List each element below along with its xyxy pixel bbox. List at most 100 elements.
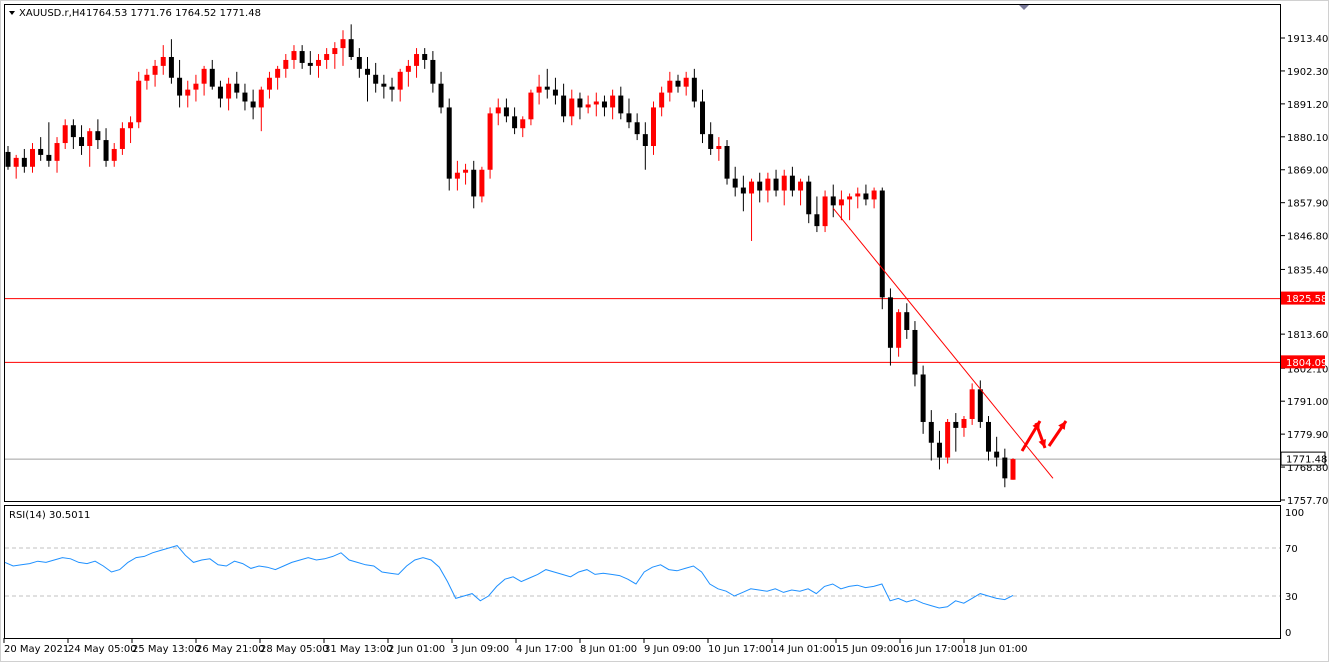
candle-body [87,131,93,147]
candle-body [700,101,706,135]
candle-body [544,86,550,90]
candle-body [446,107,452,179]
chart-shift-marker-icon[interactable] [1019,5,1029,10]
candle-body [495,107,501,114]
candle-body [487,113,493,170]
time-tick-label: 16 Jun 17:00 [900,644,964,655]
candle-body [95,131,101,141]
price-tick-label: 1913.40 [1287,34,1328,45]
up-arrow-2-head-icon [1058,421,1066,430]
candle-body [128,122,134,129]
time-tick-label: 10 Jun 17:00 [708,644,772,655]
price-tick-label: 1880.10 [1287,133,1328,144]
candle-body [945,421,951,458]
candle-body [912,329,918,375]
candle-body [119,128,125,149]
candle-body [667,80,673,93]
candle-body [38,148,44,155]
rsi-line [4,545,1014,609]
candle-body [708,134,714,149]
candle-body [855,193,861,197]
candle-body [250,101,256,108]
candle-body [985,421,991,452]
time-tick-label: 3 Jun 09:00 [452,644,509,655]
candle-body [242,92,248,102]
trendline[interactable] [832,208,1054,479]
candle-body [969,389,975,419]
candle-body [847,196,853,200]
candle-body [144,74,150,81]
candle-body [307,62,313,66]
candle-body [977,389,983,422]
candle-body [503,107,509,117]
price-panel[interactable] [4,4,1281,502]
price-tick-label: 1902.30 [1287,67,1328,78]
price-tick-label: 1835.40 [1287,265,1328,276]
candle-body [234,83,240,93]
candle-body [62,125,68,144]
candle-body [136,80,142,123]
candle-body [217,86,223,99]
candle-body [405,65,411,72]
candle-body [209,68,215,87]
candle-body [691,77,697,102]
candle-body [749,181,755,194]
candle-body [168,56,174,78]
candle-body [806,181,812,215]
user-drawings[interactable] [832,208,1068,479]
candle-body [789,175,795,191]
time-tick-label: 4 Jun 17:00 [516,644,573,655]
candle-body [814,214,820,227]
candle-body [79,137,85,147]
candle-body [283,59,289,69]
candle-body [299,51,305,63]
candle-body [397,71,403,90]
rsi-title: RSI(14) 30.5011 [9,510,90,521]
candle-body [561,95,567,117]
time-tick-label: 18 Jun 01:00 [964,644,1028,655]
time-tick-label: 8 Jun 01:00 [580,644,637,655]
price-tick-label: 1857.90 [1287,199,1328,210]
time-tick-label: 25 May 13:00 [132,644,201,655]
current-price-label: 1771.48 [1286,455,1327,466]
candle-body [438,83,444,108]
candle-body [610,95,616,108]
candle-body [5,151,11,167]
candle-body [585,104,591,108]
candle-body [373,74,379,84]
candle-body [781,175,787,191]
candle-body [601,101,607,108]
candle-body [593,101,599,105]
rsi-tick-label: 0 [1285,628,1291,639]
rsi-panel[interactable] [4,505,1281,639]
rsi-tick-label: 70 [1285,544,1298,555]
candle-body [111,148,117,161]
candle-body [634,122,640,135]
price-tick-label: 1891.20 [1287,100,1328,111]
candle-body [798,181,804,191]
candle-body [536,86,542,93]
candle-body [46,154,52,161]
candle-body [936,442,942,458]
price-tick-label: 1757.70 [1287,496,1328,507]
candle-body [879,190,885,298]
time-tick-label: 20 May 2021 [4,644,69,655]
candle-body [160,56,166,66]
price-tick-label: 1869.00 [1287,166,1328,177]
candle-body [1010,459,1016,480]
candle-body [152,65,158,75]
candle-body [356,56,362,69]
candle-body [528,92,534,120]
collapse-triangle-icon[interactable] [9,11,15,15]
candle-body [479,169,485,197]
horizontal-levels[interactable]: 1825.58 1804.09 1771.48 [5,291,1327,466]
candles [5,24,1016,488]
candle-body [552,89,558,96]
candle-body [315,59,321,66]
price-tick-label: 1768.80 [1287,463,1328,474]
price-tick-label: 1779.90 [1287,430,1328,441]
candle-body [1002,457,1008,479]
candle-body [324,54,330,60]
